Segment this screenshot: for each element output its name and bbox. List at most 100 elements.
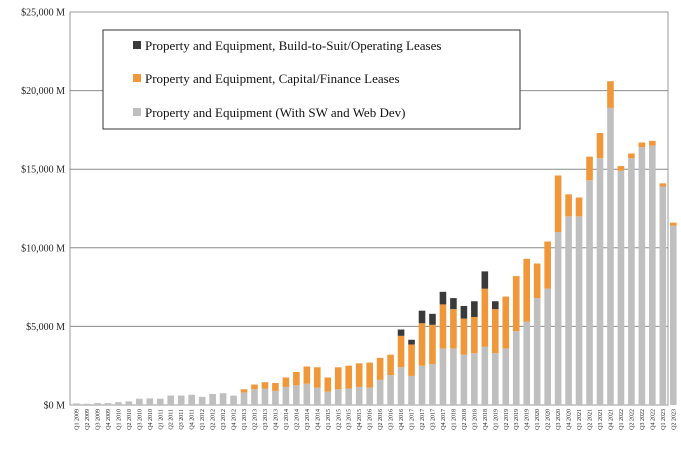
bar-segment-finance-leases bbox=[533, 263, 541, 299]
x-tick-label: Q3 2021 bbox=[598, 409, 604, 430]
x-tick-label: Q1 2014 bbox=[284, 409, 290, 430]
bar-segment-finance-leases bbox=[366, 362, 373, 388]
bar-segment-finance-leases bbox=[596, 133, 604, 159]
x-tick-label: Q4 2019 bbox=[525, 409, 531, 430]
bar-segment-finance-leases bbox=[334, 367, 342, 390]
bar-segment-sw-web-dev bbox=[607, 107, 614, 405]
x-tick-label: Q3 2010 bbox=[137, 409, 143, 430]
bar-segment-sw-web-dev bbox=[261, 388, 269, 405]
bar-segment-sw-web-dev bbox=[659, 186, 667, 405]
x-tick-label: Q4 2013 bbox=[273, 409, 279, 430]
x-tick-label: Q4 2015 bbox=[357, 409, 363, 430]
bar-segment-sw-web-dev bbox=[251, 389, 258, 405]
bar-segment-finance-leases bbox=[261, 382, 269, 389]
bar-segment-finance-leases bbox=[638, 142, 646, 148]
x-tick-label: Q2 2014 bbox=[294, 409, 300, 430]
bar-segment-sw-web-dev bbox=[198, 396, 206, 405]
bar-segment-sw-web-dev bbox=[649, 145, 656, 405]
x-tick-label: Q3 2017 bbox=[430, 409, 436, 430]
x-tick-label: Q2 2019 bbox=[504, 409, 510, 430]
legend-label-finance-leases: Property and Equipment, Capital/Finance … bbox=[145, 71, 400, 86]
bar-segment-sw-web-dev bbox=[638, 147, 646, 405]
bar-segment-sw-web-dev bbox=[376, 379, 384, 405]
bar-segment-finance-leases bbox=[376, 357, 384, 380]
bar-segment-sw-web-dev bbox=[272, 390, 279, 405]
y-tick-label: $15,000 M bbox=[21, 165, 65, 176]
x-tick-label: Q1 2011 bbox=[158, 409, 164, 430]
x-tick-label: Q1 2017 bbox=[410, 409, 416, 430]
bar-segment-sw-web-dev bbox=[115, 402, 122, 405]
bar-segment-sw-web-dev bbox=[104, 403, 112, 405]
bar-segment-sw-web-dev bbox=[73, 403, 80, 405]
x-tick-label: Q2 2013 bbox=[252, 409, 258, 430]
bar-segment-sw-web-dev bbox=[669, 225, 677, 405]
bar-segment-sw-web-dev bbox=[167, 395, 175, 405]
bar-segment-operating-leases bbox=[471, 301, 478, 317]
y-tick-label: $0 M bbox=[44, 401, 66, 412]
bar-segment-sw-web-dev bbox=[450, 348, 457, 405]
bar-segment-finance-leases bbox=[607, 81, 614, 108]
bar-segment-finance-leases bbox=[251, 384, 258, 390]
bar-segment-sw-web-dev bbox=[314, 387, 321, 405]
bar-segment-finance-leases bbox=[659, 183, 667, 187]
bar-segment-sw-web-dev bbox=[523, 321, 531, 405]
x-tick-label: Q1 2015 bbox=[326, 409, 332, 430]
bar-segment-operating-leases bbox=[418, 310, 426, 324]
bar-segment-finance-leases bbox=[282, 377, 290, 387]
bar-segment-finance-leases bbox=[429, 324, 436, 365]
legend-label-operating-leases: Property and Equipment, Build-to-Suit/Op… bbox=[145, 38, 441, 53]
x-tick-label: Q4 2018 bbox=[483, 409, 489, 430]
bar-segment-finance-leases bbox=[418, 323, 426, 366]
bar-segment-finance-leases bbox=[439, 304, 447, 349]
legend-swatch-finance-leases bbox=[133, 74, 141, 82]
bar-segment-finance-leases bbox=[314, 367, 321, 388]
x-tick-label: Q1 2013 bbox=[242, 409, 248, 430]
bar-segment-sw-web-dev bbox=[460, 354, 468, 405]
y-tick-label: $25,000 M bbox=[21, 8, 65, 19]
bar-segment-sw-web-dev bbox=[387, 375, 394, 405]
bar-segment-operating-leases bbox=[439, 291, 447, 305]
bar-segment-operating-leases bbox=[450, 298, 457, 310]
bar-segment-finance-leases bbox=[523, 258, 531, 322]
x-tick-label: Q2 2011 bbox=[169, 409, 175, 430]
x-tick-label: Q3 2014 bbox=[305, 409, 311, 430]
x-tick-label: Q2 2018 bbox=[462, 409, 468, 430]
bar-segment-finance-leases bbox=[471, 316, 478, 354]
bar-segment-sw-web-dev bbox=[617, 170, 625, 405]
x-tick-label: Q3 2019 bbox=[514, 409, 520, 430]
bar-segment-finance-leases bbox=[492, 309, 499, 354]
bar-segment-sw-web-dev bbox=[554, 232, 562, 405]
bar-segment-finance-leases bbox=[303, 366, 311, 384]
bar-segment-finance-leases bbox=[544, 241, 551, 289]
bar-segment-sw-web-dev bbox=[628, 158, 635, 405]
x-tick-label: Q2 2020 bbox=[546, 409, 552, 430]
x-tick-label: Q2 2017 bbox=[420, 409, 426, 430]
bar-segment-sw-web-dev bbox=[125, 401, 133, 405]
bar-segment-sw-web-dev bbox=[136, 398, 143, 405]
x-tick-label: Q4 2022 bbox=[650, 409, 656, 430]
x-tick-label: Q1 2021 bbox=[577, 409, 583, 430]
bar-segment-operating-leases bbox=[408, 339, 415, 345]
x-tick-label: Q4 2020 bbox=[567, 409, 573, 430]
bar-segment-sw-web-dev bbox=[575, 216, 583, 405]
bar-segment-finance-leases bbox=[293, 371, 300, 386]
x-tick-label: Q4 2017 bbox=[441, 409, 447, 430]
bar-segment-finance-leases bbox=[324, 377, 332, 392]
legend-box bbox=[102, 29, 521, 130]
x-tick-label: Q1 2022 bbox=[619, 409, 625, 430]
bar-segment-sw-web-dev bbox=[397, 367, 405, 405]
bar-segment-finance-leases bbox=[387, 354, 394, 376]
y-tick-label: $5,000 M bbox=[26, 322, 65, 333]
x-tick-label: Q3 2016 bbox=[389, 409, 395, 430]
bar-segment-sw-web-dev bbox=[293, 385, 300, 405]
bar-segment-sw-web-dev bbox=[544, 288, 551, 405]
bar-segment-finance-leases bbox=[512, 276, 520, 332]
bar-segment-sw-web-dev bbox=[492, 353, 499, 405]
bar-segment-sw-web-dev bbox=[429, 364, 436, 405]
bars bbox=[73, 81, 677, 405]
bar-segment-finance-leases bbox=[240, 389, 248, 393]
bar-segment-sw-web-dev bbox=[408, 375, 415, 405]
bar-segment-sw-web-dev bbox=[355, 386, 363, 405]
bar-segment-sw-web-dev bbox=[512, 331, 520, 405]
